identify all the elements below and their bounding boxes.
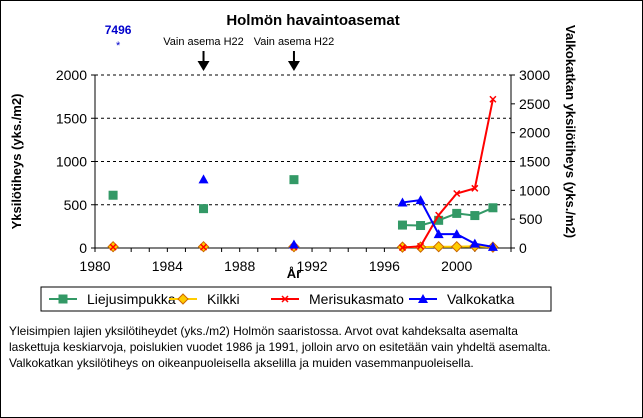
x-tick-label: 2000 — [441, 258, 472, 274]
data-point-merisukasmato — [471, 184, 479, 192]
data-point-kilkki — [451, 240, 463, 253]
data-point-merisukasmato — [435, 211, 443, 219]
data-point-merisukasmato — [109, 243, 117, 251]
legend-marker-valkokatka — [418, 294, 428, 303]
data-point-liejusimpukka — [488, 203, 498, 213]
legend-label: Kilkki — [207, 291, 240, 307]
legend-label: Valkokatka — [447, 291, 515, 307]
series-line-valkokatka — [402, 199, 494, 248]
x-tick-label: 1996 — [369, 258, 400, 274]
annotation-arrow-head — [197, 61, 210, 71]
y-tick-label-left: 1000 — [56, 154, 87, 170]
y-tick-label-left: 2000 — [56, 67, 87, 83]
y-tick-label-left: 1500 — [56, 110, 87, 126]
caption-line: Yleisimpien lajien yksilötiheydet (yks./… — [9, 324, 518, 338]
y-tick-label-left: 500 — [64, 197, 88, 213]
y-tick-label-right: 1500 — [519, 154, 550, 170]
series-line-liejusimpukka — [402, 206, 494, 227]
offscale-marker: * — [116, 40, 121, 52]
x-tick-label: 1980 — [79, 258, 110, 274]
x-axis-label: År — [287, 266, 301, 281]
data-point-valkokatka — [487, 241, 498, 251]
y-axis-label-right: Valkokatkan yksilötiheys (yks./m2) — [563, 25, 578, 238]
data-point-valkokatka — [198, 174, 209, 184]
data-point-valkokatka — [433, 229, 444, 239]
x-tick-label: 1984 — [152, 258, 183, 274]
legend-marker-merisukasmato — [281, 295, 289, 303]
chart: Holmön havaintoasemat 0 500 1000 1500 2000 0 50… — [9, 12, 578, 312]
data-point-merisukasmato — [453, 189, 461, 198]
chart-title: Holmön havaintoasemat — [226, 12, 399, 29]
data-point-liejusimpukka — [397, 220, 407, 230]
chart-caption: Yleisimpien lajien yksilötiheydet (yks./… — [9, 323, 629, 371]
data-point-kilkki — [432, 240, 445, 253]
y-tick-label-right: 2500 — [519, 96, 550, 112]
data-point-liejusimpukka — [452, 208, 462, 218]
y-tick-label-right: 3000 — [519, 67, 550, 83]
data-point-valkokatka — [397, 197, 408, 207]
data-point-valkokatka — [451, 229, 462, 239]
annotation-label: Vain asema H22 — [163, 36, 244, 48]
data-point-liejusimpukka — [108, 190, 118, 200]
legend-label: Liejusimpukka — [87, 291, 176, 307]
data-point-valkokatka — [288, 239, 299, 249]
y-tick-label-right: 1000 — [519, 182, 550, 198]
offscale-value-label: 7496 — [105, 23, 132, 37]
annotation-label: Vain asema H22 — [254, 36, 335, 48]
legend-marker-kilkki — [177, 293, 189, 305]
y-axis-label-left: Yksilötiheys (yks./m2) — [9, 94, 24, 230]
data-point-liejusimpukka — [470, 211, 480, 221]
annotation-arrow-head — [287, 61, 300, 71]
legend-label: Merisukasmato — [309, 291, 404, 307]
data-point-liejusimpukka — [199, 204, 209, 214]
data-point-merisukasmato — [199, 243, 208, 251]
y-tick-label-left: 0 — [79, 240, 87, 256]
x-tick-label: 1992 — [296, 258, 327, 274]
series-line-merisukasmato — [402, 99, 494, 249]
y-tick-label-right: 2000 — [519, 125, 550, 141]
data-point-valkokatka — [415, 195, 426, 205]
y-tick-label-right: 0 — [519, 240, 527, 256]
data-point-merisukasmato — [417, 242, 425, 250]
caption-line: laskettuja keskiarvoja, poislukien vuode… — [9, 340, 551, 354]
y-tick-label-right: 500 — [519, 211, 543, 227]
data-point-merisukasmato — [398, 244, 407, 252]
data-point-liejusimpukka — [434, 215, 444, 225]
data-point-liejusimpukka — [416, 221, 426, 231]
x-tick-label: 1988 — [224, 258, 255, 274]
data-point-liejusimpukka — [289, 175, 299, 185]
caption-line: Valkokatkan yksilötiheys on oikeanpuolei… — [9, 356, 474, 370]
data-point-merisukasmato — [489, 95, 497, 103]
data-point-valkokatka — [469, 238, 480, 248]
legend-marker-liejusimpukka — [58, 294, 68, 304]
